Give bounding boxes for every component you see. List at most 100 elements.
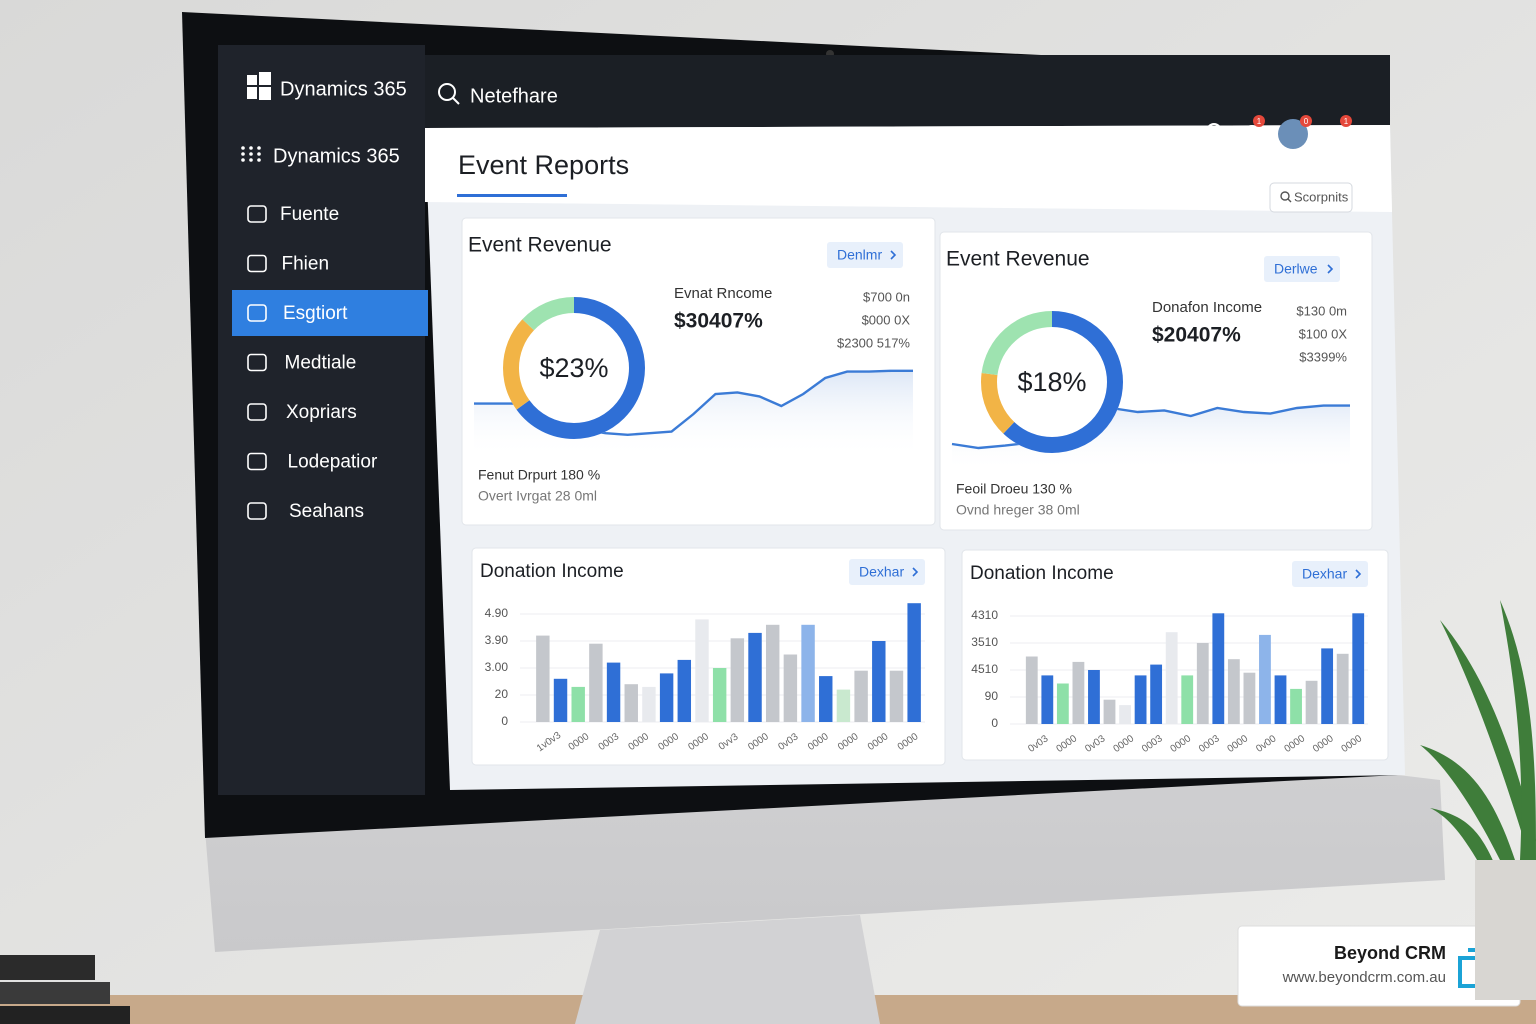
bar [730, 638, 745, 722]
bar [1274, 675, 1287, 724]
avatar[interactable] [1278, 119, 1308, 149]
bar [872, 641, 886, 722]
badge [1340, 115, 1352, 127]
card-button-label[interactable]: Dexhar [859, 564, 904, 580]
plant-pot [1475, 860, 1536, 1000]
donut-label: $23% [539, 353, 608, 383]
bar [819, 676, 833, 722]
nav-item[interactable]: Seahans [289, 501, 364, 522]
logo-url: www.beyondcrm.com.au [1282, 969, 1446, 986]
bar [536, 635, 550, 722]
search-button-icon [1280, 191, 1292, 203]
bar [1056, 683, 1069, 724]
line-area [952, 396, 1350, 472]
bar [1227, 659, 1240, 724]
nav-item[interactable]: Esgtiort [283, 303, 348, 324]
bar [1134, 675, 1147, 724]
title-underline [457, 194, 567, 197]
bar [1072, 661, 1085, 724]
bar [1041, 675, 1054, 724]
badge [1253, 115, 1265, 127]
book [0, 1006, 130, 1024]
donut-hole [503, 297, 645, 439]
bar [1103, 699, 1116, 724]
card-button[interactable] [849, 559, 925, 585]
card-button-label[interactable]: Derlwe [1274, 261, 1318, 277]
nav-icon [247, 304, 267, 322]
axis-label: 3.90 [485, 633, 509, 647]
card-footer: Fenut Drpurt 180 % [478, 467, 600, 483]
metric-value: $30407% [674, 310, 763, 333]
card-title: Event Revenue [468, 234, 612, 257]
card-button[interactable] [1264, 256, 1340, 282]
bar [1352, 613, 1365, 724]
search-icon [438, 83, 460, 105]
metric-label: Donafon Income [1152, 299, 1262, 316]
bar [1165, 632, 1178, 724]
side-value: $100 0X [1299, 326, 1348, 341]
axis-label: 90 [985, 689, 999, 703]
card-button[interactable] [827, 242, 903, 268]
bar [624, 684, 638, 722]
bar [1259, 634, 1271, 724]
nav-item[interactable]: Fuente [280, 204, 339, 225]
axis-label: 4310 [971, 608, 998, 622]
card-button-label[interactable]: Dexhar [1302, 566, 1347, 582]
nav-icon [247, 353, 267, 372]
bar [677, 659, 692, 722]
search-button-label[interactable]: Scorpnits [1294, 189, 1349, 204]
nav-icon [247, 452, 267, 471]
chevron [1355, 569, 1362, 579]
bar [748, 632, 762, 722]
bar [765, 624, 780, 722]
metric-label: Evnat Rncome [674, 285, 772, 302]
bar [589, 643, 603, 722]
nav-icon [247, 254, 267, 273]
nav-icon [247, 502, 267, 520]
card-button[interactable] [1292, 561, 1368, 587]
bar [712, 668, 727, 722]
bar [836, 689, 851, 722]
card-footer: Feoil Droeu 130 % [956, 481, 1072, 497]
nav-item[interactable]: Xopriars [286, 402, 357, 423]
apps-icon [241, 146, 261, 162]
bar [1212, 613, 1225, 724]
bar [659, 673, 674, 722]
nav-item[interactable]: Lodepatior [288, 452, 378, 473]
search-button[interactable] [1269, 182, 1353, 213]
header-icons [1206, 123, 1345, 145]
badge [1300, 115, 1312, 127]
brand-logo [247, 72, 271, 100]
card-title: Event Revenue [946, 248, 1090, 271]
axis-label: 0 [501, 714, 508, 728]
bar [783, 654, 798, 722]
page-title: Event Reports [458, 150, 629, 180]
donut-label: $18% [1017, 367, 1086, 397]
page-header [425, 125, 1392, 212]
bar [1243, 672, 1256, 724]
top-bar [425, 55, 1390, 128]
axis-label: 0 [991, 716, 998, 730]
donut-segment [981, 311, 1123, 453]
card-button-label[interactable]: Denlmr [837, 247, 882, 263]
bar [1321, 648, 1334, 724]
nav-item[interactable]: Fhien [282, 254, 330, 275]
search-text[interactable]: Netefhare [470, 85, 558, 107]
side-value: $130 0m [1296, 303, 1347, 318]
donut-segment [503, 297, 645, 439]
nav-item[interactable]: Medtiale [285, 353, 357, 374]
bar [1196, 643, 1209, 724]
axis-label: 4.90 [485, 606, 509, 620]
side-value: $3399% [1299, 349, 1347, 364]
card-title: Donation Income [970, 563, 1114, 584]
book [0, 955, 95, 980]
card-footer: Overt Ivrgat 28 0ml [478, 488, 597, 504]
axis-label: 3.00 [485, 660, 509, 674]
badge-count: 1 [1257, 117, 1262, 126]
badge-count: 1 [1344, 117, 1349, 126]
card-title: Donation Income [480, 561, 624, 582]
chevron [890, 250, 897, 260]
metric-value: $20407% [1152, 324, 1241, 347]
